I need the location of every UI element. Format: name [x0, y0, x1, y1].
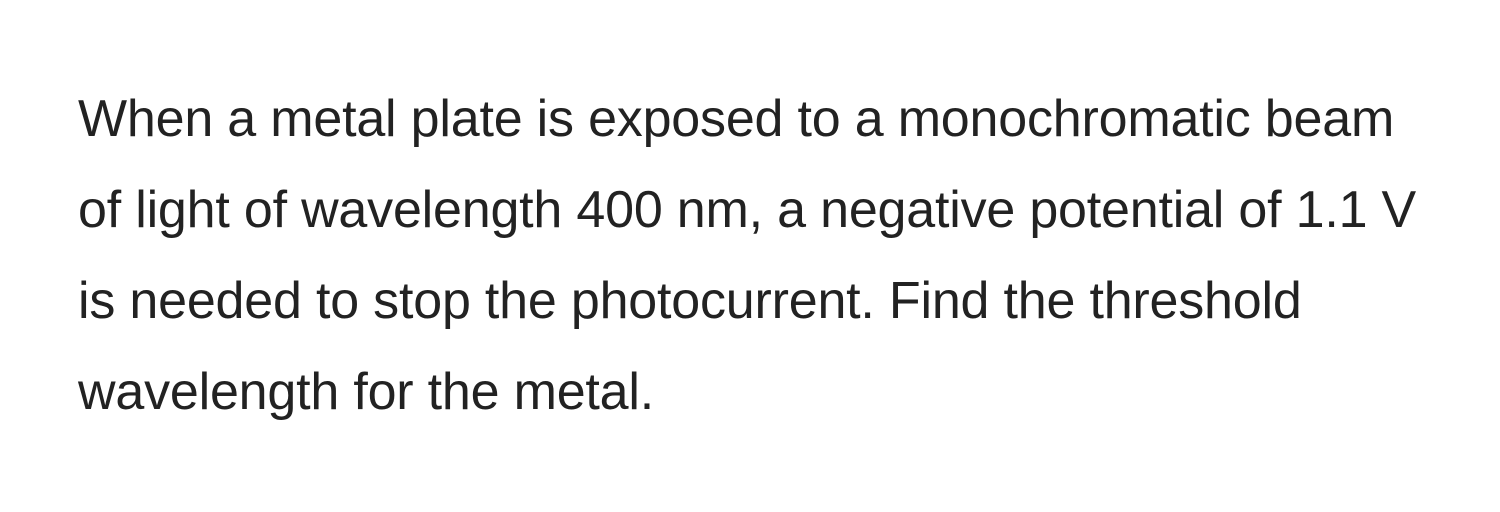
- physics-problem-text: When a metal plate is exposed to a monoc…: [78, 74, 1422, 438]
